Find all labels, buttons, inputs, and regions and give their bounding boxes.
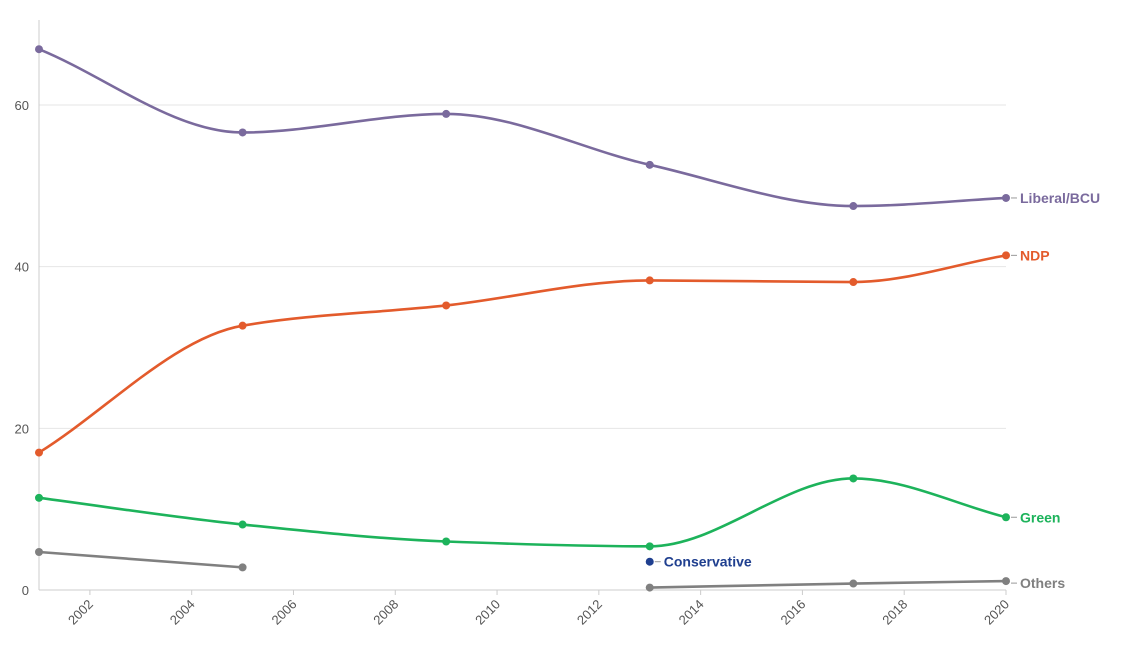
x-tick-label: 2016 xyxy=(777,597,808,628)
y-tick-label: 20 xyxy=(15,421,29,436)
series-line-others xyxy=(37,550,244,569)
x-tick-label: 2008 xyxy=(370,597,401,628)
series-points xyxy=(35,45,1010,592)
series-line-green xyxy=(37,477,1008,548)
y-tick-label: 40 xyxy=(15,260,29,275)
series-label-others: Others xyxy=(1020,575,1065,591)
y-tick-label: 60 xyxy=(15,98,29,113)
x-tick-label: 2004 xyxy=(167,597,198,628)
data-point-others xyxy=(849,579,858,588)
series-labels: Liberal/BCU NDP Green Conservative Others xyxy=(654,190,1100,591)
series-line-ndp xyxy=(37,254,1008,454)
gridlines xyxy=(39,104,1006,429)
data-point-ndp xyxy=(35,448,43,457)
series-line-others xyxy=(648,579,1008,589)
x-tick-label: 2002 xyxy=(65,597,96,628)
data-point-green xyxy=(645,542,654,551)
data-point-others xyxy=(1002,577,1010,586)
data-point-green xyxy=(238,520,247,529)
x-tick-label: 2006 xyxy=(269,597,300,628)
series-label-liberal-bcu: Liberal/BCU xyxy=(1020,190,1100,206)
data-point-others xyxy=(645,583,654,592)
data-point-green xyxy=(35,493,43,502)
series-lines xyxy=(37,47,1008,589)
x-tick-label: 2014 xyxy=(676,597,707,628)
data-point-liberal-bcu xyxy=(442,109,451,118)
data-point-ndp xyxy=(1002,251,1010,260)
x-tick-label: 2018 xyxy=(879,597,910,628)
data-point-green xyxy=(442,537,451,546)
y-tick-label: 0 xyxy=(22,583,29,598)
data-point-liberal-bcu xyxy=(645,160,654,169)
data-point-green xyxy=(1002,513,1010,522)
series-label-conservative: Conservative xyxy=(664,554,752,570)
data-point-others xyxy=(238,563,247,572)
data-point-ndp xyxy=(645,276,654,285)
data-point-ndp xyxy=(238,321,247,330)
x-tick-label: 2020 xyxy=(981,597,1012,628)
data-point-conservative xyxy=(645,557,654,566)
series-label-ndp: NDP xyxy=(1020,247,1050,263)
data-point-ndp xyxy=(849,278,858,287)
x-tick-label: 2012 xyxy=(574,597,605,628)
data-point-ndp xyxy=(442,301,451,310)
series-line-liberal-bcu xyxy=(37,47,1008,208)
data-point-liberal-bcu xyxy=(35,45,43,54)
x-tick-label: 2010 xyxy=(472,597,503,628)
data-point-others xyxy=(35,548,43,557)
data-point-liberal-bcu xyxy=(1002,193,1010,202)
series-label-green: Green xyxy=(1020,509,1060,525)
data-point-liberal-bcu xyxy=(849,202,858,211)
data-point-green xyxy=(849,474,858,483)
data-point-liberal-bcu xyxy=(238,128,247,137)
